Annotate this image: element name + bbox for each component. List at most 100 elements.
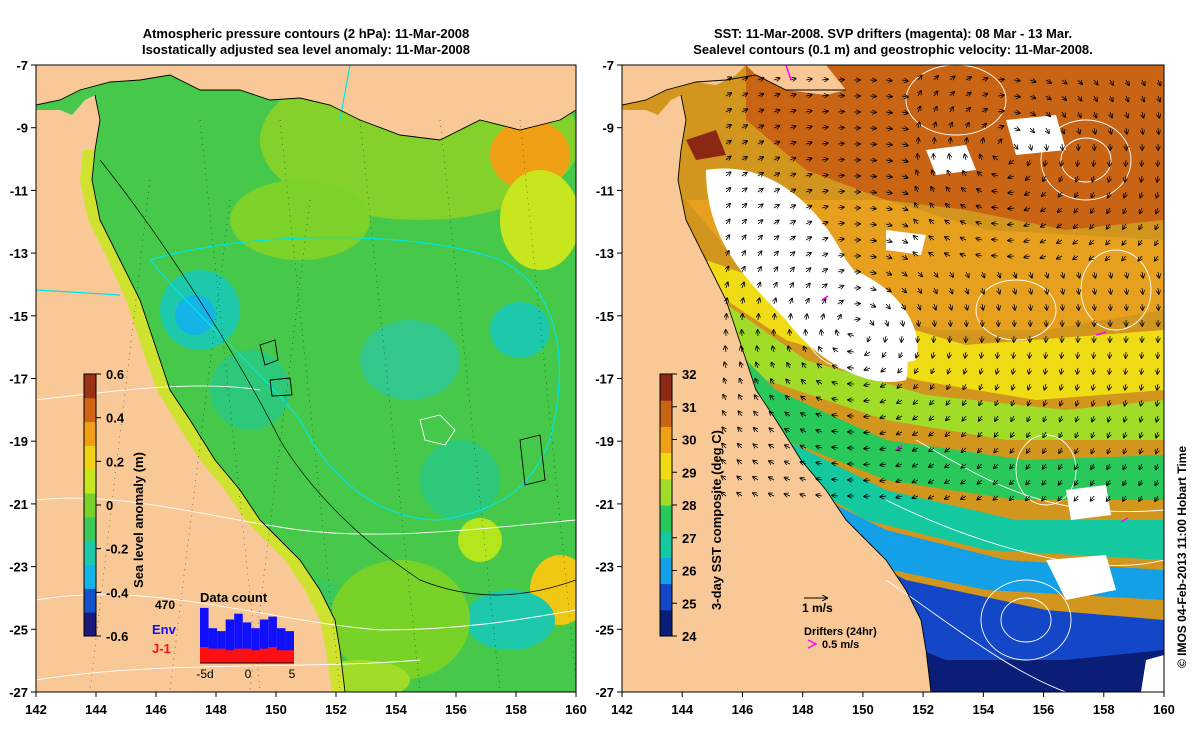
velocity-arrow [885,128,892,129]
velocity-arrow [950,271,953,277]
velocity-arrow [981,109,987,112]
velocity-arrow [961,205,967,208]
velocity-arrow [726,235,729,241]
velocity-arrow [758,236,762,241]
velocity-arrow [933,154,934,161]
velocity-arrow [864,432,871,433]
velocity-arrow [1078,271,1080,278]
velocity-arrow [1124,399,1126,406]
velocity-arrow [1045,367,1046,374]
velocity-arrow [869,256,876,257]
velocity-arrow [1008,240,1015,241]
velocity-arrow [1011,415,1014,421]
velocity-arrow [949,351,950,358]
velocity-arrow [1141,383,1142,390]
velocity-arrow [821,238,828,240]
velocity-arrow [998,303,999,310]
velocity-arrow [934,303,936,310]
velocity-arrow [1156,447,1158,454]
velocity-arrow [1076,415,1078,422]
velocity-arrow [1045,159,1046,166]
velocity-arrow [976,238,983,240]
velocity-arrow [885,112,892,113]
velocity-arrow [1013,96,1020,97]
velocity-arrow [741,93,747,96]
j1-bar [285,650,294,663]
sst-colorbar-label: 3-day SST composite (deg C) [709,430,724,610]
velocity-arrow [837,270,844,272]
velocity-arrow [934,76,938,81]
velocity-arrow [901,335,902,342]
scale-label: 1 m/s [802,601,833,615]
velocity-arrow [1140,191,1142,198]
velocity-arrow [833,365,839,368]
lon-tick-label: 160 [1153,702,1175,717]
velocity-arrow [950,319,951,326]
velocity-arrow [1062,111,1065,117]
velocity-arrow [832,399,839,400]
velocity-arrow [769,461,775,464]
velocity-arrow [832,431,839,432]
land-queensland-right [622,95,931,692]
velocity-arrow [1123,463,1126,469]
env-bar [225,619,235,663]
velocity-arrow [918,319,919,326]
velocity-arrow [864,464,871,465]
velocity-arrow [816,430,823,432]
velocity-arrow [980,154,982,161]
velocity-arrow [805,142,812,144]
velocity-arrow [1158,271,1159,278]
lat-tick-label: -19 [9,434,28,449]
velocity-arrow [997,111,1004,112]
velocity-arrow [741,346,742,353]
velocity-arrow [869,240,876,241]
velocity-arrow [1142,287,1143,294]
lon-tick-label: 148 [792,702,814,717]
velocity-arrow [976,255,983,256]
env-bar [268,616,277,663]
velocity-arrow [1110,111,1112,118]
velocity-arrow [1014,303,1015,310]
velocity-arrow [785,461,791,464]
velocity-arrow [1041,224,1047,227]
velocity-arrow [1142,95,1144,102]
velocity-arrow [901,160,908,162]
velocity-arrow [929,480,935,483]
velocity-arrow [737,493,743,496]
velocity-arrow [994,431,998,437]
velocity-arrow [1043,447,1046,453]
velocity-arrow [1139,223,1142,229]
velocity-arrow [961,221,967,224]
velocity-arrow [1142,79,1145,85]
velocity-arrow [722,427,726,433]
velocity-arrow [742,251,745,257]
velocity-arrow [918,91,921,97]
velocity-arrow [771,379,774,385]
velocity-arrow [1046,287,1047,294]
velocity-arrow [1057,256,1063,259]
velocity-arrow [934,319,935,326]
velocity-arrow [1075,431,1078,437]
velocity-arrow [832,447,839,448]
velocity-arrow [805,268,811,272]
velocity-arrow [946,432,951,436]
velocity-arrow [1026,463,1030,469]
lat-tick-label: -15 [595,309,614,324]
velocity-arrow [1158,127,1159,134]
velocity-arrow [773,205,779,208]
colorbar-swatch [660,583,672,611]
velocity-arrow [885,272,891,275]
velocity-arrow [805,111,812,112]
velocity-arrow [1156,191,1158,198]
velocity-arrow [1091,191,1094,197]
velocity-arrow [726,267,728,273]
velocity-arrow [804,347,806,353]
velocity-arrow [1141,399,1142,406]
velocity-arrow [978,172,983,176]
velocity-arrow [916,170,918,177]
velocity-arrow [950,303,952,310]
velocity-arrow [1139,239,1142,245]
velocity-arrow [864,384,871,386]
velocity-arrow [805,206,812,208]
velocity-arrow [1057,224,1063,228]
